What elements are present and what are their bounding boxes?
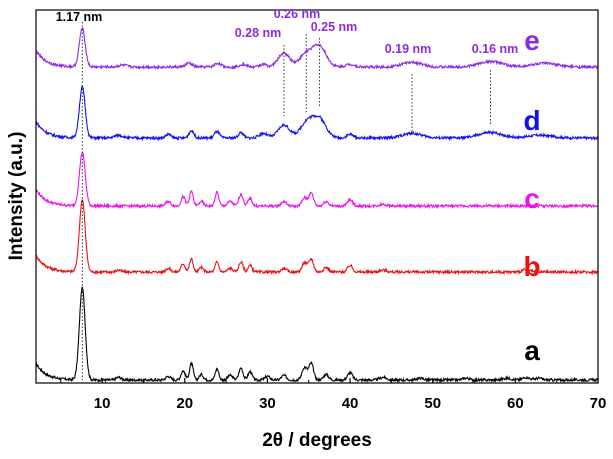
series-label-e: e xyxy=(524,25,540,56)
peak-annotation-0: 1.17 nm xyxy=(56,10,103,24)
series-line-b xyxy=(35,198,599,276)
series-label-c: c xyxy=(524,183,540,214)
plot-frame xyxy=(35,9,599,384)
y-axis-label: Intensity (a.u.) xyxy=(6,132,27,261)
peak-annotation-3: 0.25 nm xyxy=(311,20,358,34)
x-tick-label-40: 40 xyxy=(342,395,359,412)
x-tick-label-70: 70 xyxy=(590,395,607,412)
x-tick-label-30: 30 xyxy=(259,395,276,412)
x-tick-label-10: 10 xyxy=(94,395,111,412)
x-tick-label-50: 50 xyxy=(424,395,441,412)
peak-annotation-5: 0.16 nm xyxy=(472,42,519,56)
peak-annotation-1: 0.28 nm xyxy=(235,26,282,40)
x-axis-label: 2θ / degrees xyxy=(262,430,372,451)
series-label-b: b xyxy=(523,251,540,282)
x-tick-label-20: 20 xyxy=(176,395,193,412)
series-label-a: a xyxy=(524,335,540,366)
label-layer: 1.17 nm 0.28 nm 0.26 nm0.25 nm 0.19 nm 0.16 … xyxy=(56,7,541,366)
series-line-d xyxy=(35,84,599,142)
peak-annotation-2: 0.26 nm xyxy=(274,7,321,21)
series-line-a xyxy=(35,286,599,384)
series-line-c xyxy=(35,151,599,210)
dropline-layer xyxy=(81,22,491,380)
x-tick-label-60: 60 xyxy=(507,395,524,412)
series-layer xyxy=(35,27,599,384)
axes-layer xyxy=(35,9,599,384)
series-line-e xyxy=(35,27,598,70)
series-label-d: d xyxy=(523,105,540,136)
peak-annotation-4: 0.19 nm xyxy=(385,42,432,56)
tick-layer: 10 20 30 40 50 60 70 xyxy=(60,378,607,412)
